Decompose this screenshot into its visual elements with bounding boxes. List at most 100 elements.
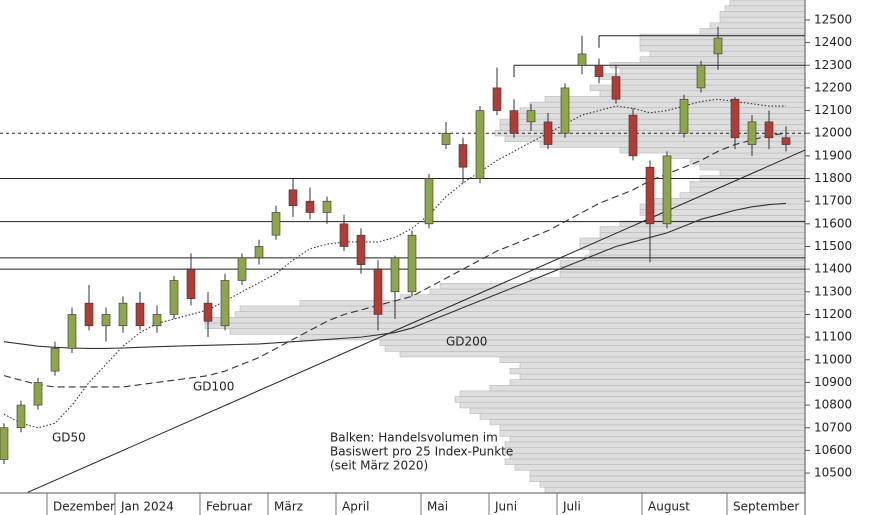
x-tick-label: Februar <box>206 500 252 514</box>
volume-bar <box>579 243 806 250</box>
candle-body <box>254 246 264 259</box>
candles-layer <box>0 26 791 464</box>
candle-body <box>560 87 570 134</box>
candle-body <box>713 37 723 55</box>
candle-body <box>305 200 315 213</box>
candle-body <box>50 348 60 372</box>
candle-body <box>84 302 94 327</box>
y-tick-label: 12500 <box>814 12 852 26</box>
candle-body <box>135 302 145 327</box>
x-tick-label: Juli <box>562 500 581 514</box>
moving-average <box>3 202 787 350</box>
candle-body <box>322 200 332 213</box>
candle-body <box>662 155 672 225</box>
volume-bar <box>479 413 806 420</box>
volume-bar <box>204 322 806 329</box>
x-tick-label: Juni <box>494 500 517 514</box>
candle-body <box>169 280 179 315</box>
note-line: Basiswert pro 25 Index-Punkte <box>330 445 513 459</box>
candle-body <box>441 132 451 145</box>
y-tick-label: 12300 <box>814 58 852 72</box>
volume-bar <box>639 56 806 63</box>
volume-bar <box>469 407 806 414</box>
candle-body <box>764 121 774 139</box>
volume-bar <box>719 11 806 18</box>
candle-body <box>33 382 43 406</box>
x-tick-label: August <box>648 500 690 514</box>
volume-bar <box>599 90 806 97</box>
candle-body <box>611 76 621 100</box>
y-tick-label: 11800 <box>814 171 852 185</box>
volume-bar <box>719 16 806 24</box>
candle-body <box>186 268 196 299</box>
volume-bar <box>499 356 806 363</box>
volume-bar <box>649 50 806 58</box>
candle-body <box>407 234 417 293</box>
volume-bar <box>399 294 806 301</box>
y-tick-label: 11400 <box>814 262 852 276</box>
x-tick-label: Mai <box>427 500 448 514</box>
volume-bar <box>439 283 806 290</box>
candle-body <box>16 404 26 429</box>
volume-bar <box>509 452 806 460</box>
candle-body <box>747 121 757 145</box>
y-tick-label: 11500 <box>814 239 852 253</box>
volume-bar <box>689 158 806 165</box>
note-line: (seit März 2020) <box>330 459 428 473</box>
note-line: Balken: Handelsvolumen im <box>330 431 498 445</box>
x-tick-label: April <box>342 500 369 514</box>
volume-bar <box>544 96 806 103</box>
y-tick-label: 10600 <box>814 443 852 457</box>
candle-body <box>220 280 230 327</box>
x-tick-label: Dezember <box>53 500 115 514</box>
volume-bar <box>489 418 806 426</box>
candle-body <box>679 98 689 134</box>
volume-bar <box>509 435 806 443</box>
volume-bar <box>689 181 806 188</box>
volume-bar <box>519 362 806 369</box>
y-tick-label: 11300 <box>814 284 852 298</box>
volume-bar <box>399 350 806 358</box>
volume-bar <box>529 475 806 482</box>
volume-bar <box>599 232 806 239</box>
volume-bar <box>454 396 806 403</box>
y-tick-label: 10800 <box>814 398 852 412</box>
volume-bar <box>499 430 806 437</box>
candle-body <box>594 64 604 77</box>
volume-bar <box>539 141 806 148</box>
volume-bar <box>724 5 806 12</box>
y-tick-label: 10500 <box>814 466 852 480</box>
volume-bar <box>509 113 806 120</box>
y-tick-label: 10900 <box>814 375 852 389</box>
series-label: GD200 <box>446 335 487 349</box>
candle-body <box>152 314 162 327</box>
candle-body <box>424 178 434 225</box>
volume-bar <box>614 79 806 86</box>
volume-bar <box>204 317 806 324</box>
volume-bar <box>509 379 806 386</box>
y-tick-label: 10700 <box>814 420 852 434</box>
volume-bar <box>379 339 806 346</box>
candle-body <box>628 114 638 157</box>
y-tick-label: 11200 <box>814 307 852 321</box>
candle-body <box>492 87 502 111</box>
candle-body <box>458 144 468 168</box>
volume-bar <box>459 401 806 409</box>
volume-bar <box>639 45 806 52</box>
volume-bar <box>729 0 806 7</box>
volume-bar <box>639 33 806 41</box>
y-tick-label: 12200 <box>814 80 852 94</box>
volume-bar <box>529 277 806 284</box>
volume-bar <box>519 373 806 380</box>
volume-bar <box>699 28 806 35</box>
volume-bar <box>619 147 806 154</box>
volume-bar <box>429 288 806 295</box>
candle-body <box>475 110 485 179</box>
series-label: GD100 <box>193 380 234 394</box>
volume-bar <box>639 39 806 46</box>
volume-bar <box>234 311 806 318</box>
y-tick-label: 11600 <box>814 216 852 230</box>
volume-bar <box>619 67 806 75</box>
y-tick-label: 12100 <box>814 103 852 117</box>
